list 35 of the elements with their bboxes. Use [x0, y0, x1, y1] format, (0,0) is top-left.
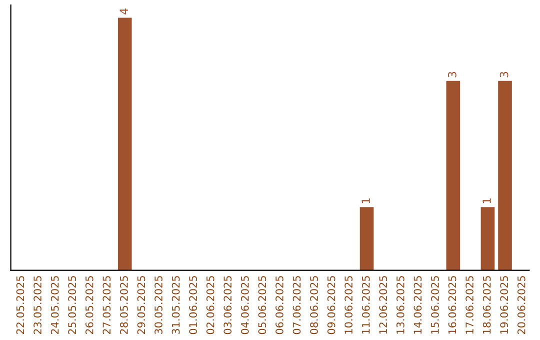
- x-tick-label: 27.05.2025: [102, 276, 111, 334]
- x-tick-label: 08.06.2025: [310, 276, 318, 334]
- x-tick-label: 14.06.2025: [414, 276, 422, 334]
- x-tick-label: 29.05.2025: [137, 276, 146, 334]
- x-tick-label: 03.06.2025: [224, 276, 232, 334]
- data-label: 3: [500, 72, 508, 78]
- x-tick-label: 15.06.2025: [431, 276, 439, 334]
- x-tick-label: 23.05.2025: [34, 276, 42, 334]
- data-label: 1: [482, 198, 491, 204]
- data-label: 4: [120, 8, 128, 14]
- x-tick-label: 16.06.2025: [448, 276, 456, 334]
- x-tick-label: 18.06.2025: [482, 276, 491, 334]
- x-tick-label: 30.05.2025: [154, 276, 162, 334]
- x-tick-label: 07.06.2025: [292, 276, 301, 334]
- x-tick-label: 26.05.2025: [85, 276, 94, 334]
- x-tick-label: 31.05.2025: [172, 276, 180, 334]
- x-tick-label: 22.05.2025: [16, 276, 24, 334]
- x-tick-label: 04.06.2025: [240, 276, 249, 334]
- x-tick-label: 24.05.2025: [50, 276, 59, 334]
- x-tick-label: 17.06.2025: [466, 276, 474, 334]
- x-tick-label: 02.06.2025: [206, 276, 214, 334]
- x-tick-label: 20.06.2025: [517, 276, 526, 334]
- x-tick-label: 11.06.2025: [362, 276, 370, 334]
- x-tick-label: 01.06.2025: [189, 276, 197, 334]
- x-tick-label: 10.06.2025: [344, 276, 353, 334]
- x-tick-label: 19.06.2025: [500, 276, 508, 334]
- x-tick-label: 12.06.2025: [379, 276, 388, 334]
- x-tick-label: 05.06.2025: [258, 276, 266, 334]
- data-label: 3: [448, 72, 456, 78]
- x-tick-label: 09.06.2025: [327, 276, 336, 334]
- x-tick-label: 28.05.2025: [120, 276, 128, 334]
- x-tick-label: 25.05.2025: [68, 276, 76, 334]
- data-label: 1: [362, 198, 370, 204]
- x-tick-label: 06.06.2025: [276, 276, 284, 334]
- x-tick-label: 13.06.2025: [396, 276, 404, 334]
